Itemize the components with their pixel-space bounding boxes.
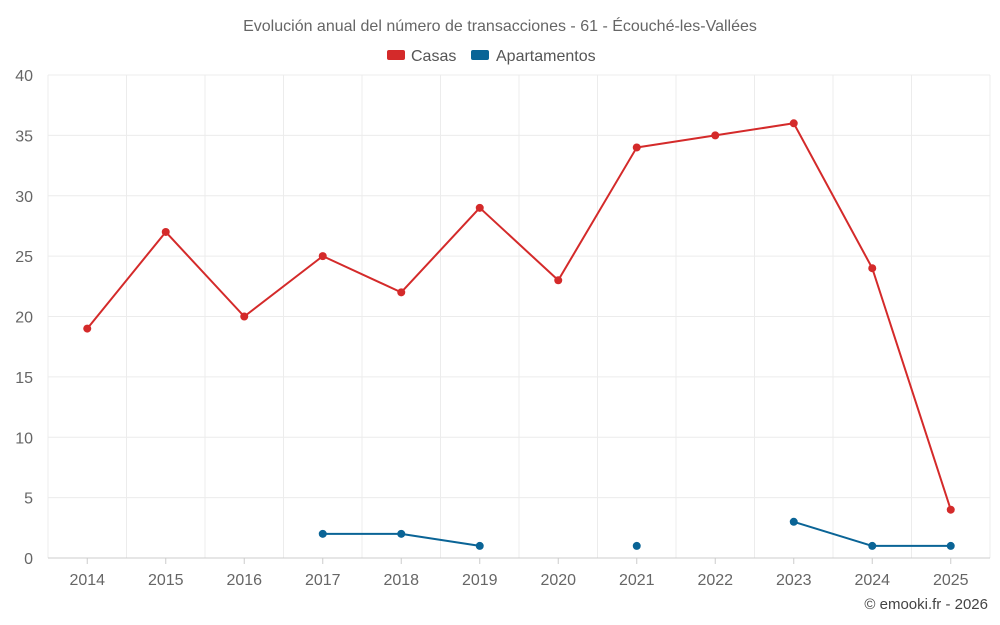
x-tick-label: 2021: [619, 572, 655, 589]
legend-label-apartamentos: Apartamentos: [496, 48, 596, 65]
y-tick-label: 25: [15, 249, 33, 266]
y-tick-label: 30: [15, 189, 33, 206]
x-tick-label: 2017: [305, 572, 341, 589]
x-axis-ticks: 2014 2015 2016 2017 2018 2019 2020 2021 2022 2023…: [69, 558, 969, 589]
x-tick-label: 2020: [540, 572, 576, 589]
data-point-casas[interactable]: [554, 276, 563, 285]
x-tick-label: 2015: [148, 572, 184, 589]
legend-swatch-casas: [387, 50, 405, 60]
data-point-apartamentos[interactable]: [397, 529, 406, 538]
data-point-apartamentos[interactable]: [632, 541, 641, 550]
y-tick-label: 15: [15, 370, 33, 387]
x-tick-label: 2018: [383, 572, 419, 589]
y-tick-label: 35: [15, 128, 33, 145]
data-point-casas[interactable]: [789, 119, 798, 128]
x-tick-label: 2023: [776, 572, 812, 589]
x-tick-label: 2022: [697, 572, 733, 589]
credit-text: © emooki.fr - 2026: [864, 596, 988, 613]
chart-title: Evolución anual del número de transaccio…: [243, 16, 757, 35]
y-axis-ticks: 0 5 10 15 20 25 30 35 40: [15, 68, 33, 568]
data-point-apartamentos[interactable]: [789, 517, 798, 526]
data-point-casas[interactable]: [868, 264, 877, 273]
legend-item-casas[interactable]: Casas: [387, 48, 456, 65]
x-tick-label: 2024: [854, 572, 890, 589]
data-point-apartamentos[interactable]: [868, 541, 877, 550]
legend-label-casas: Casas: [411, 48, 456, 65]
legend-swatch-apartamentos: [471, 50, 489, 60]
y-tick-label: 0: [24, 551, 33, 568]
x-tick-label: 2019: [462, 572, 498, 589]
series-layer: [83, 119, 955, 550]
data-point-apartamentos[interactable]: [946, 541, 955, 550]
data-point-casas[interactable]: [397, 288, 406, 297]
data-point-casas[interactable]: [632, 143, 641, 152]
legend-item-apartamentos[interactable]: Apartamentos: [471, 48, 596, 65]
data-point-casas[interactable]: [475, 203, 484, 212]
data-point-casas[interactable]: [711, 131, 720, 140]
data-point-apartamentos[interactable]: [318, 529, 327, 538]
y-tick-label: 20: [15, 310, 33, 327]
data-point-casas[interactable]: [946, 505, 955, 514]
x-tick-label: 2016: [226, 572, 262, 589]
legend: Casas Apartamentos: [387, 48, 596, 65]
x-tick-label: 2025: [933, 572, 969, 589]
data-point-casas[interactable]: [240, 312, 249, 321]
data-point-casas[interactable]: [83, 324, 92, 333]
y-tick-label: 5: [24, 491, 33, 508]
data-point-casas[interactable]: [318, 252, 327, 261]
data-point-casas[interactable]: [161, 227, 170, 236]
series-line-casas: [86, 122, 952, 511]
y-tick-label: 40: [15, 68, 33, 85]
x-tick-label: 2014: [69, 572, 105, 589]
data-point-apartamentos[interactable]: [475, 541, 484, 550]
grid-lines: [47, 74, 991, 558]
y-tick-label: 10: [15, 430, 33, 447]
